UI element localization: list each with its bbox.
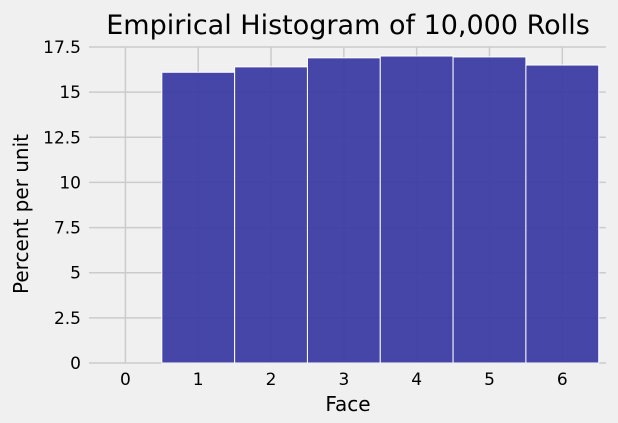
x-ticks: 0 1 2 3 4 5 6 xyxy=(120,370,568,390)
chart-title: Empirical Histogram of 10,000 Rolls xyxy=(106,10,590,41)
y-tick-label: 10 xyxy=(59,173,81,193)
x-tick-label: 0 xyxy=(120,370,131,390)
y-tick-label: 2.5 xyxy=(54,309,81,329)
x-tick-label: 2 xyxy=(266,370,277,390)
bars xyxy=(161,55,600,364)
histogram-bar xyxy=(379,55,454,364)
x-tick-label: 5 xyxy=(484,370,495,390)
histogram-bar xyxy=(161,71,236,364)
y-ticks: 0 2.5 5 7.5 10 12.5 15 17.5 xyxy=(43,38,81,374)
y-tick-label: 12.5 xyxy=(43,128,81,148)
x-tick-label: 3 xyxy=(338,370,349,390)
histogram-bar xyxy=(234,66,308,364)
y-tick-label: 17.5 xyxy=(43,38,81,58)
histogram-bar xyxy=(525,64,600,364)
y-tick-label: 0 xyxy=(70,354,81,374)
x-axis-label: Face xyxy=(325,392,370,416)
y-axis-label: Percent per unit xyxy=(9,134,33,294)
y-tick-label: 15 xyxy=(59,83,81,103)
x-tick-label: 6 xyxy=(557,370,568,390)
y-tick-label: 7.5 xyxy=(54,219,81,239)
x-tick-label: 1 xyxy=(193,370,204,390)
histogram-bar xyxy=(306,57,381,364)
histogram-bar xyxy=(452,56,527,364)
x-tick-label: 4 xyxy=(411,370,422,390)
y-tick-label: 5 xyxy=(70,264,81,284)
